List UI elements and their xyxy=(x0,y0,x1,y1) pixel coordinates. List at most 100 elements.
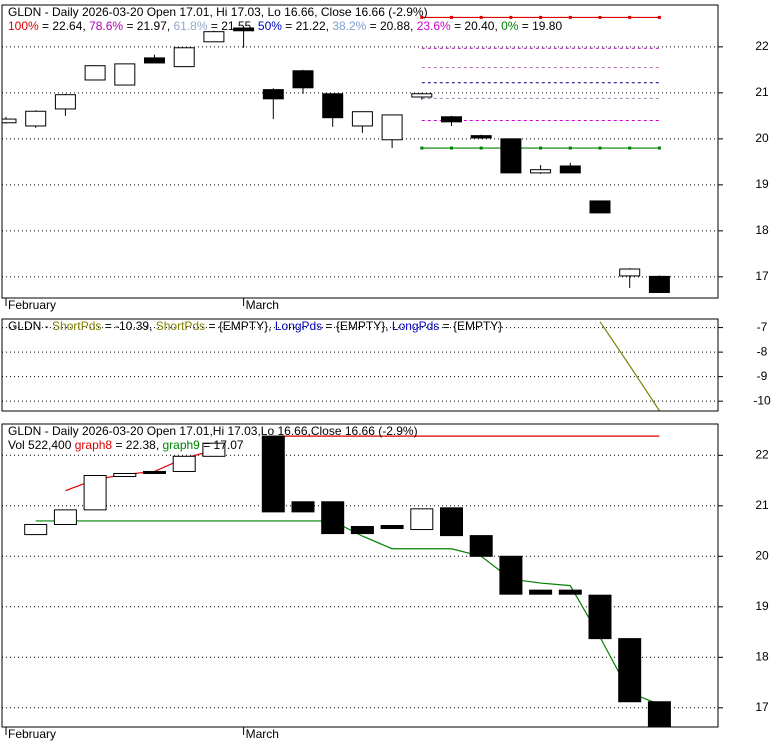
series-line xyxy=(599,321,660,411)
x-tick-label: February xyxy=(8,727,56,741)
candle-body xyxy=(113,472,137,478)
candle-body xyxy=(589,200,611,214)
candle-body xyxy=(648,275,670,293)
pane xyxy=(2,424,718,727)
legend-text: = {EMPTY}, xyxy=(205,319,275,333)
candle-body xyxy=(84,65,106,81)
candle-body xyxy=(202,442,226,457)
level-marker xyxy=(598,15,602,19)
candle-body xyxy=(173,47,195,68)
candle-body xyxy=(440,507,463,537)
y-tick-label: 22 xyxy=(755,39,769,53)
x-tick-label: March xyxy=(246,727,279,741)
legend-text: GLDN - Daily 2026-03-20 Open 17.01, Hi 1… xyxy=(8,5,428,19)
legend-text: = -10.39, xyxy=(101,319,155,333)
level-marker xyxy=(657,146,661,150)
y-tick-label: -10 xyxy=(753,393,771,407)
candle-body xyxy=(618,638,642,703)
candle-body xyxy=(350,526,374,535)
pane-border xyxy=(1,423,719,728)
candle-body xyxy=(291,501,315,513)
legend-line: GLDN - Daily 2026-03-20 Open 17.01,Hi 17… xyxy=(8,424,418,438)
y-tick-label: 19 xyxy=(755,177,769,191)
candle-body xyxy=(558,589,582,595)
y-tick-label: -8 xyxy=(757,344,768,358)
candle-body xyxy=(322,93,344,119)
y-tick-label: 21 xyxy=(755,85,769,99)
y-tick-label: 21 xyxy=(755,498,769,512)
legend-text: graph9 xyxy=(162,438,200,452)
candle-body xyxy=(53,509,77,525)
y-tick-label: 17 xyxy=(755,700,769,714)
candle-body xyxy=(351,111,373,127)
legend-text: = 20.88, xyxy=(366,19,416,33)
legend-text: = 19.80 xyxy=(518,19,562,33)
level-marker xyxy=(568,146,572,150)
pane-border xyxy=(1,318,719,412)
legend-text: = {EMPTY}, xyxy=(322,319,392,333)
legend-text: 100% xyxy=(8,19,39,33)
legend-text: graph8 xyxy=(75,438,113,452)
candle-body xyxy=(500,138,522,174)
candle-body xyxy=(25,110,47,127)
y-tick-label: 18 xyxy=(755,649,769,663)
candle-body xyxy=(172,455,196,472)
candle-body xyxy=(499,555,523,595)
candle-body xyxy=(410,508,434,531)
legend-text: 0% xyxy=(501,19,519,33)
candle-body xyxy=(441,116,462,123)
legend-text: GLDN - xyxy=(8,319,52,333)
legend-text: 78.6% xyxy=(89,19,123,33)
level-marker xyxy=(420,15,424,19)
candle-body xyxy=(143,470,166,474)
candle-body xyxy=(559,165,581,174)
candle-body xyxy=(321,501,345,535)
candle-body xyxy=(292,70,314,89)
candle-body xyxy=(411,93,433,98)
candle-body xyxy=(647,701,671,727)
legend-text: ShortPds xyxy=(52,319,101,333)
legend-text: = 22.64, xyxy=(39,19,89,33)
level-marker xyxy=(450,15,453,19)
plot-area xyxy=(2,321,718,411)
y-tick-label: 19 xyxy=(755,599,769,613)
level-marker xyxy=(509,15,513,19)
y-tick-label: 17 xyxy=(755,269,769,283)
y-tick-label: -9 xyxy=(757,369,768,383)
level-marker xyxy=(420,146,424,150)
legend-text: LongPds xyxy=(275,319,322,333)
legend-text: 50% xyxy=(258,19,282,33)
candle-body xyxy=(2,118,17,124)
legend-text: 38.2% xyxy=(332,19,366,33)
legend-text: = 20.40, xyxy=(451,19,501,33)
legend-text: 23.6% xyxy=(417,19,451,33)
pane xyxy=(2,5,718,298)
level-marker xyxy=(628,146,632,150)
pane-border xyxy=(1,4,719,299)
candle-body xyxy=(588,594,612,640)
y-tick-label: 18 xyxy=(755,223,769,237)
legend-text: 61.8% xyxy=(173,19,207,33)
level-marker xyxy=(657,15,661,19)
x-tick-label: February xyxy=(8,298,56,312)
level-marker xyxy=(450,146,453,150)
legend-text: = {EMPTY} xyxy=(439,319,502,333)
level-marker xyxy=(568,15,572,19)
plot-area xyxy=(2,15,718,293)
y-tick-label: 22 xyxy=(755,447,769,461)
candle-body xyxy=(114,63,136,86)
legend-line: GLDN - Daily 2026-03-20 Open 17.01, Hi 1… xyxy=(8,5,428,19)
legend-text: = 22.38, xyxy=(112,438,162,452)
candle-body xyxy=(233,27,255,32)
candle-body xyxy=(203,31,225,43)
legend-line: GLDN - ShortPds = -10.39, ShortPds = {EM… xyxy=(8,319,502,333)
legend-text: Vol 522,400 xyxy=(8,438,75,452)
level-marker xyxy=(539,146,543,150)
legend-text: = 21.55, xyxy=(208,19,258,33)
series-line xyxy=(35,520,660,705)
candle-body xyxy=(469,535,493,557)
candle-body xyxy=(381,114,403,141)
